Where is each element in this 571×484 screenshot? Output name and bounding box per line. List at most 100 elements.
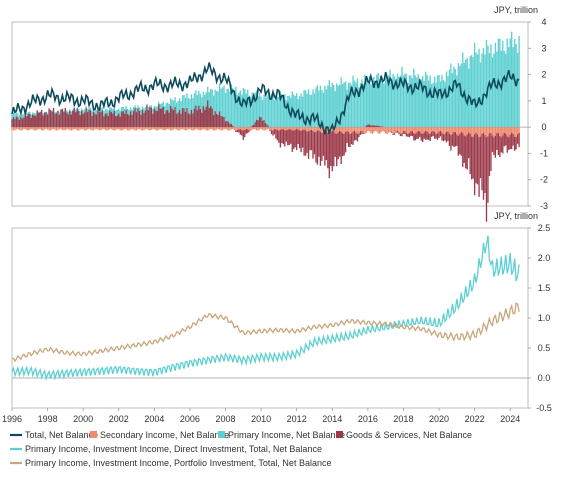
bar-goods-services (182, 108, 183, 127)
bar-goods-services (410, 131, 411, 136)
bar-goods-services (492, 136, 493, 152)
bar-goods-services (229, 124, 230, 127)
bar-secondary-income (160, 127, 161, 129)
bar-secondary-income (74, 127, 75, 129)
bar-secondary-income (232, 127, 233, 129)
bar-primary-income (287, 96, 288, 127)
bar-goods-services (465, 136, 466, 168)
bar-primary-income (510, 39, 511, 128)
bar-secondary-income (54, 127, 55, 130)
bar-goods-services (419, 131, 420, 136)
bar-secondary-income (164, 127, 165, 130)
bar-secondary-income (90, 127, 91, 129)
bar-secondary-income (302, 127, 303, 130)
bar-goods-services (186, 108, 187, 127)
bar-goods-services (176, 114, 177, 127)
bar-secondary-income (419, 127, 420, 131)
bar-secondary-income (259, 127, 260, 129)
bar-secondary-income (348, 127, 349, 132)
bar-secondary-income (120, 127, 121, 130)
bar-goods-services (38, 113, 39, 127)
bar-secondary-income (318, 127, 319, 130)
bar-primary-income (458, 63, 459, 127)
bar-primary-income (475, 53, 476, 128)
bar-secondary-income (223, 127, 224, 129)
bar-primary-income (397, 74, 398, 127)
bar-secondary-income (289, 127, 290, 129)
bar-secondary-income (418, 127, 419, 131)
bar-secondary-income (295, 127, 296, 130)
bar-secondary-income (142, 127, 143, 130)
bar-goods-services (231, 124, 232, 127)
bar-goods-services (106, 113, 107, 127)
bar-primary-income (272, 95, 273, 127)
x-tick-label: 2012 (287, 414, 307, 424)
bar-goods-services (45, 112, 46, 127)
bar-goods-services (158, 104, 159, 127)
bar-secondary-income (440, 127, 441, 131)
bar-secondary-income (149, 127, 150, 130)
bar-goods-services (265, 123, 266, 127)
bar-primary-income (477, 54, 478, 127)
bar-goods-services (367, 125, 368, 127)
bottom-y-tick-label: -0.5 (536, 403, 552, 413)
bar-secondary-income (352, 127, 353, 131)
x-tick-label: 2024 (500, 414, 520, 424)
top-y-tick-label: -1 (540, 148, 548, 158)
bar-secondary-income (166, 127, 167, 130)
bar-secondary-income (456, 127, 457, 134)
bar-goods-services (152, 114, 153, 127)
x-tick-label: 1998 (38, 414, 58, 424)
bar-secondary-income (25, 127, 26, 129)
bar-secondary-income (265, 127, 266, 130)
bar-goods-services (195, 106, 196, 127)
bar-secondary-income (312, 127, 313, 131)
bar-secondary-income (198, 127, 199, 130)
bar-goods-services (268, 126, 269, 127)
bar-secondary-income (66, 127, 67, 129)
bar-primary-income (330, 87, 331, 127)
x-tick-label: 2008 (216, 414, 236, 424)
bar-goods-services (235, 131, 236, 133)
bar-secondary-income (19, 127, 20, 130)
bar-goods-services (511, 133, 512, 149)
bar-secondary-income (220, 127, 221, 130)
bar-goods-services (130, 111, 131, 127)
bar-goods-services (19, 120, 20, 127)
bar-secondary-income (123, 127, 124, 130)
bar-goods-services (425, 131, 426, 140)
bar-goods-services (456, 135, 457, 146)
bar-secondary-income (484, 127, 485, 135)
bar-goods-services (23, 118, 24, 128)
bar-secondary-income (398, 127, 399, 132)
bar-primary-income (333, 85, 334, 127)
bar-secondary-income (345, 127, 346, 132)
bar-primary-income (413, 69, 414, 128)
bar-secondary-income (504, 127, 505, 133)
bar-primary-income (422, 76, 423, 127)
bar-secondary-income (360, 127, 361, 131)
bar-goods-services (427, 132, 428, 140)
bar-primary-income (471, 55, 472, 127)
bar-goods-services (31, 118, 32, 127)
bar-secondary-income (195, 127, 196, 129)
bar-goods-services (355, 132, 356, 140)
bar-goods-services (412, 131, 413, 136)
bar-goods-services (74, 108, 75, 127)
bar-secondary-income (364, 127, 365, 134)
bar-goods-services (256, 120, 257, 127)
bar-secondary-income (495, 127, 496, 136)
bar-goods-services (303, 129, 304, 155)
bar-primary-income (379, 80, 380, 127)
bar-primary-income (465, 60, 466, 128)
bar-secondary-income (382, 127, 383, 131)
bar-primary-income (395, 83, 396, 127)
bar-secondary-income (117, 127, 118, 129)
bar-goods-services (75, 112, 76, 127)
bar-goods-services (40, 112, 41, 127)
bar-secondary-income (432, 127, 433, 131)
bar-goods-services (131, 115, 132, 127)
bar-goods-services (358, 133, 359, 137)
bar-goods-services (447, 131, 448, 140)
bar-primary-income (508, 47, 509, 127)
